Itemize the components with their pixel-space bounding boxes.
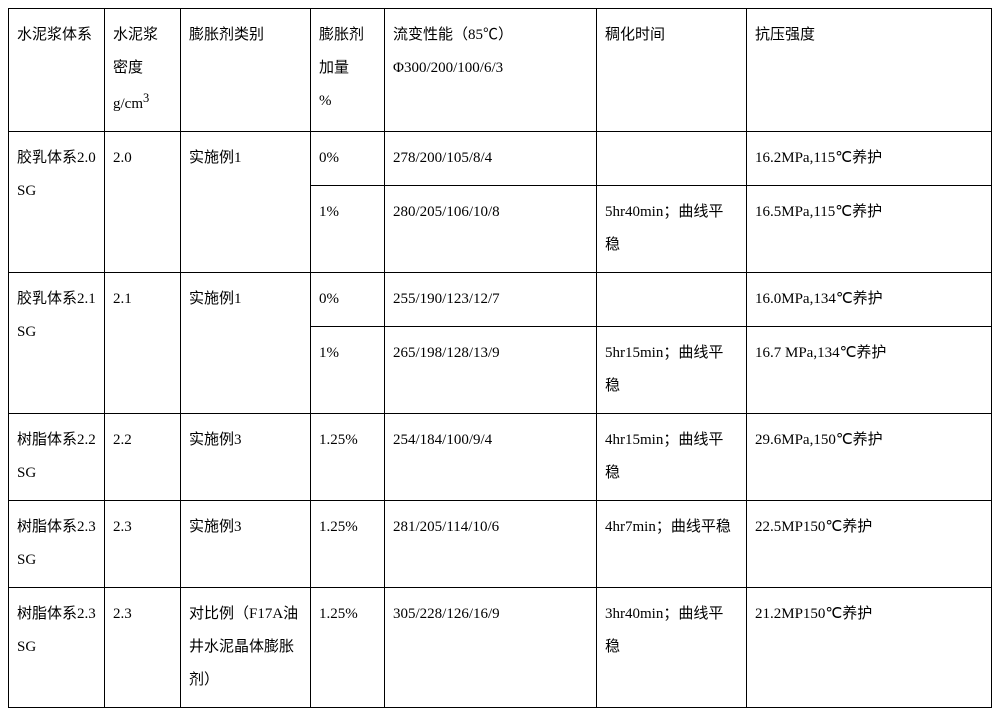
cell-thick: 5hr15min；曲线平稳 <box>597 327 747 414</box>
table-row: 树脂体系2.3SG 2.3 实施例3 1.25% 281/205/114/10/… <box>9 501 992 588</box>
cell-density: 2.0 <box>105 132 181 273</box>
cell-strength: 16.0MPa,134℃养护 <box>747 273 992 327</box>
header-density-l3: g/cm <box>113 96 143 112</box>
header-rheo-l2: Φ300/200/100/6/3 <box>393 52 588 85</box>
header-expamt-l1: 膨胀剂加量 <box>319 27 364 76</box>
cell-expamt: 1% <box>311 186 385 273</box>
header-strength: 抗压强度 <box>747 9 992 132</box>
cell-system: 胶乳体系2.0SG <box>9 132 105 273</box>
cell-expamt: 1.25% <box>311 588 385 708</box>
cell-thick: 3hr40min；曲线平稳 <box>597 588 747 708</box>
cell-thick: 4hr7min；曲线平稳 <box>597 501 747 588</box>
cell-strength: 21.2MP150℃养护 <box>747 588 992 708</box>
header-thick: 稠化时间 <box>597 9 747 132</box>
table-row: 树脂体系2.3SG 2.3 对比例（F17A油井水泥晶体膨胀剂） 1.25% 3… <box>9 588 992 708</box>
cell-exptype: 对比例（F17A油井水泥晶体膨胀剂） <box>181 588 311 708</box>
header-density: 水泥浆 密度 g/cm3 <box>105 9 181 132</box>
cell-expamt: 1.25% <box>311 501 385 588</box>
table-row: 胶乳体系2.1SG 2.1 实施例1 0% 255/190/123/12/7 1… <box>9 273 992 327</box>
header-exptype: 膨胀剂类别 <box>181 9 311 132</box>
cell-rheo: 254/184/100/9/4 <box>385 414 597 501</box>
cell-density: 2.3 <box>105 501 181 588</box>
header-expamt-l2: % <box>319 93 332 109</box>
cell-expamt: 0% <box>311 132 385 186</box>
cell-strength: 29.6MPa,150℃养护 <box>747 414 992 501</box>
cell-expamt: 1.25% <box>311 414 385 501</box>
cell-exptype: 实施例3 <box>181 501 311 588</box>
cell-thick: 4hr15min；曲线平稳 <box>597 414 747 501</box>
cell-rheo: 305/228/126/16/9 <box>385 588 597 708</box>
cell-thick: 5hr40min；曲线平稳 <box>597 186 747 273</box>
table-row: 树脂体系2.2SG 2.2 实施例3 1.25% 254/184/100/9/4… <box>9 414 992 501</box>
cell-strength: 22.5MP150℃养护 <box>747 501 992 588</box>
header-system: 水泥浆体系 <box>9 9 105 132</box>
cell-rheo: 265/198/128/13/9 <box>385 327 597 414</box>
cell-rheo: 278/200/105/8/4 <box>385 132 597 186</box>
cell-thick <box>597 273 747 327</box>
table-header-row: 水泥浆体系 水泥浆 密度 g/cm3 膨胀剂类别 膨胀剂加量 % 流变性能（85… <box>9 9 992 132</box>
cell-rheo: 255/190/123/12/7 <box>385 273 597 327</box>
cell-expamt: 0% <box>311 273 385 327</box>
cell-strength: 16.7 MPa,134℃养护 <box>747 327 992 414</box>
cell-system: 树脂体系2.2SG <box>9 414 105 501</box>
header-density-sup: 3 <box>143 91 149 105</box>
cell-density: 2.1 <box>105 273 181 414</box>
cell-density: 2.3 <box>105 588 181 708</box>
cell-rheo: 280/205/106/10/8 <box>385 186 597 273</box>
cell-system: 胶乳体系2.1SG <box>9 273 105 414</box>
cell-system: 树脂体系2.3SG <box>9 588 105 708</box>
cell-density: 2.2 <box>105 414 181 501</box>
header-expamt: 膨胀剂加量 % <box>311 9 385 132</box>
cement-slurry-table: 水泥浆体系 水泥浆 密度 g/cm3 膨胀剂类别 膨胀剂加量 % 流变性能（85… <box>8 8 992 708</box>
cell-strength: 16.5MPa,115℃养护 <box>747 186 992 273</box>
cell-thick <box>597 132 747 186</box>
cell-rheo: 281/205/114/10/6 <box>385 501 597 588</box>
cell-exptype: 实施例1 <box>181 273 311 414</box>
cell-exptype: 实施例1 <box>181 132 311 273</box>
cell-strength: 16.2MPa,115℃养护 <box>747 132 992 186</box>
cell-exptype: 实施例3 <box>181 414 311 501</box>
table-row: 胶乳体系2.0SG 2.0 实施例1 0% 278/200/105/8/4 16… <box>9 132 992 186</box>
header-rheo: 流变性能（85℃） Φ300/200/100/6/3 <box>385 9 597 132</box>
header-density-l2: 密度 <box>113 60 143 76</box>
header-rheo-l1: 流变性能（85℃） <box>393 19 588 52</box>
header-density-l1: 水泥浆 <box>113 27 158 43</box>
cell-expamt: 1% <box>311 327 385 414</box>
cell-system: 树脂体系2.3SG <box>9 501 105 588</box>
